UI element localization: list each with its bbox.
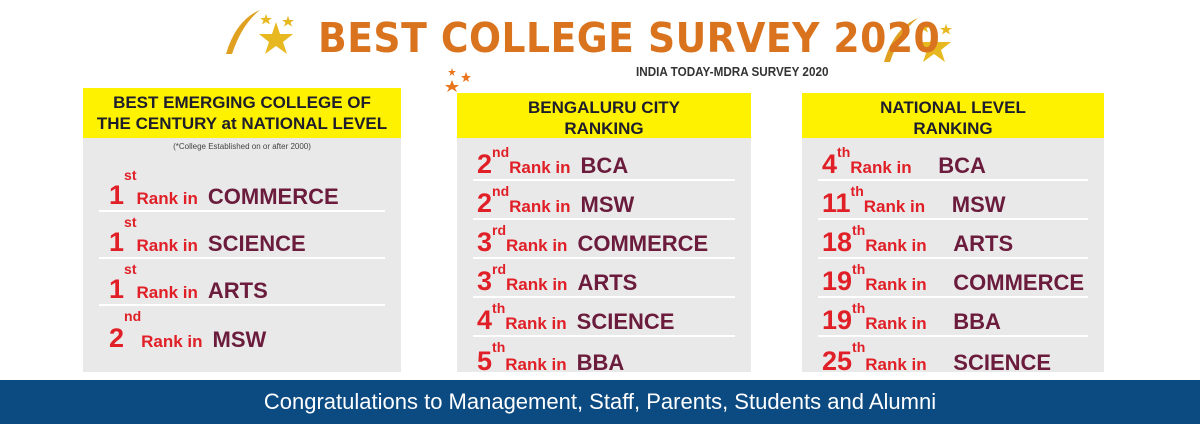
heading-line: RANKING [913, 119, 993, 138]
rank-suffix: nd [492, 183, 510, 199]
rank-number: 2 [109, 323, 125, 353]
subject: BBA [953, 309, 1001, 334]
bengaluru-city-panel: BENGALURU CITY RANKING 2 nd Rank in BCA 2… [457, 93, 751, 376]
rank-label: Rank in [865, 355, 927, 374]
swoosh-star-icon [226, 10, 294, 54]
subject: BBA [576, 350, 625, 375]
rank-label: Rank in [863, 197, 926, 216]
rank-label: Rank in [136, 236, 198, 255]
subject: COMMERCE [207, 184, 339, 209]
ranking-row: 4 th Rank in BCA [818, 142, 1088, 181]
orange-stars-icon [445, 68, 471, 92]
ranking-row: 1 st Rank in SCIENCE [99, 212, 385, 259]
rank-label: Rank in [505, 355, 567, 374]
rank-number: 4 [822, 149, 838, 179]
rank-label: Rank in [865, 236, 927, 255]
survey-subtitle: INDIA TODAY-MDRA SURVEY 2020 [636, 64, 829, 79]
rank-number: 3 [477, 266, 493, 296]
ranking-row: 11 th Rank in MSW [818, 181, 1088, 220]
rank-number: 19 [822, 266, 853, 296]
rank-suffix: th [492, 300, 506, 316]
subject: BCA [580, 153, 629, 178]
subject: ARTS [577, 270, 638, 295]
rank-label: Rank in [506, 236, 568, 255]
congratulations-banner: Congratulations to Management, Staff, Pa… [0, 380, 1200, 424]
subject: SCIENCE [576, 309, 675, 334]
ranking-row: 2 nd Rank in MSW [473, 181, 735, 220]
subject: MSW [212, 327, 267, 352]
rank-suffix: st [124, 167, 137, 183]
rank-label: Rank in [141, 332, 203, 351]
subject: COMMERCE [577, 231, 709, 256]
ranking-row: 19 th Rank in COMMERCE [818, 259, 1088, 298]
rank-number: 1 [109, 227, 125, 257]
rank-label: Rank in [509, 197, 571, 216]
subject: SCIENCE [207, 231, 306, 256]
heading-line: BENGALURU CITY [527, 98, 681, 117]
heading-line: BEST EMERGING COLLEGE OF [113, 93, 371, 112]
rank-label: Rank in [136, 189, 198, 208]
subject: ARTS [953, 231, 1014, 256]
rank-number: 2 [477, 188, 493, 218]
subject: SCIENCE [953, 350, 1052, 375]
heading-line: RANKING [564, 119, 644, 138]
rank-suffix: th [492, 339, 506, 355]
panel-heading: BEST EMERGING COLLEGE OF THE CENTURY at N… [83, 88, 401, 138]
rank-suffix: th [852, 261, 866, 277]
panel-heading: NATIONAL LEVEL RANKING [802, 93, 1104, 138]
swoosh-star-icon [884, 18, 952, 62]
rank-number: 1 [109, 274, 125, 304]
ranking-row: 3 rd Rank in ARTS [473, 259, 735, 298]
page-title: BEST COLLEGE SURVEY 2020 [318, 14, 941, 62]
rank-label: Rank in [865, 275, 927, 294]
heading-line: NATIONAL LEVEL [880, 98, 1026, 117]
rank-suffix: nd [492, 144, 510, 160]
ranking-row: 3 rd Rank in COMMERCE [473, 220, 735, 259]
rank-label: Rank in [865, 314, 927, 333]
ranking-row: 25 th Rank in SCIENCE [818, 337, 1088, 376]
national-level-panel: NATIONAL LEVEL RANKING 4 th Rank in BCA 1… [802, 93, 1104, 376]
subject: MSW [951, 192, 1006, 217]
rank-suffix: rd [492, 261, 507, 277]
rank-suffix: th [852, 339, 866, 355]
rank-suffix: rd [492, 222, 507, 238]
ranking-row: 4 th Rank in SCIENCE [473, 298, 735, 337]
ranking-row: 1 st Rank in ARTS [99, 259, 385, 306]
rank-suffix: st [124, 214, 137, 230]
subject: MSW [580, 192, 635, 217]
rank-number: 19 [822, 305, 853, 335]
rank-label: Rank in [509, 158, 571, 177]
rank-suffix: th [852, 222, 866, 238]
ranking-row: 2 nd Rank in BCA [473, 142, 735, 181]
ranking-row: 2 nd Rank in MSW [99, 306, 385, 353]
rank-suffix: th [850, 183, 864, 199]
rank-number: 2 [477, 149, 493, 179]
subject: BCA [938, 153, 986, 178]
ranking-row: 5 th Rank in BBA [473, 337, 735, 376]
rank-label: Rank in [136, 283, 198, 302]
rank-suffix: th [852, 300, 866, 316]
subject: ARTS [207, 278, 268, 303]
rank-number: 18 [822, 227, 853, 257]
rank-number: 3 [477, 227, 493, 257]
emerging-college-panel: BEST EMERGING COLLEGE OF THE CENTURY at N… [83, 88, 401, 372]
subject: COMMERCE [953, 270, 1085, 295]
rank-suffix: th [837, 144, 851, 160]
rank-label: Rank in [506, 275, 568, 294]
rank-number: 1 [109, 180, 125, 210]
rank-suffix: nd [124, 308, 142, 324]
ranking-row: 19 th Rank in BBA [818, 298, 1088, 337]
panel-heading: BENGALURU CITY RANKING [457, 93, 751, 138]
heading-line: THE CENTURY at NATIONAL LEVEL [96, 114, 388, 133]
rank-label: Rank in [505, 314, 567, 333]
rank-number: 11 [822, 188, 851, 218]
ranking-row: 1 st Rank in COMMERCE [99, 165, 385, 212]
rank-number: 4 [477, 305, 493, 335]
rank-number: 25 [822, 346, 853, 376]
panel-note: (*College Established on or after 2000) [173, 142, 311, 151]
rank-label: Rank in [850, 158, 912, 177]
ranking-row: 18 th Rank in ARTS [818, 220, 1088, 259]
rank-suffix: st [124, 261, 137, 277]
rank-number: 5 [477, 346, 493, 376]
